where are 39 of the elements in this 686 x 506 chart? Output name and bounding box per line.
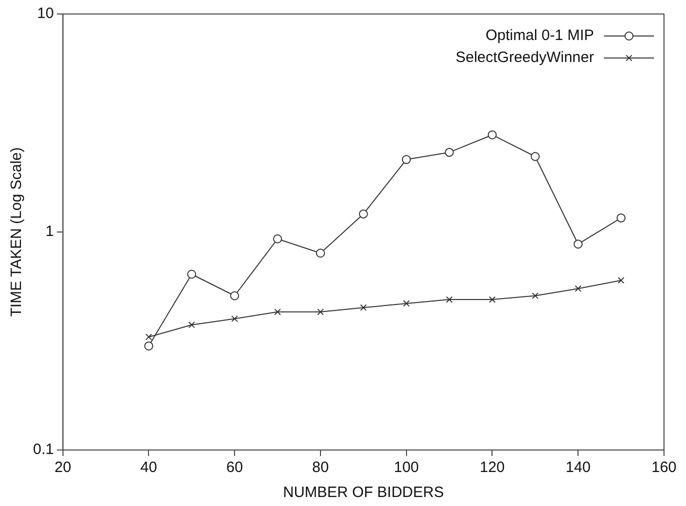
- point: [230, 291, 240, 300]
- y-tick-label: 0.1: [32, 441, 54, 458]
- point: [574, 240, 583, 249]
- point: [530, 152, 540, 161]
- point: [360, 304, 367, 311]
- point: [273, 234, 282, 244]
- point: [488, 130, 497, 140]
- point: [187, 270, 196, 279]
- point: [574, 285, 582, 292]
- point: [444, 148, 454, 157]
- y-tick-label: 1: [46, 223, 54, 240]
- point: [402, 155, 411, 164]
- x-tick-label: 80: [312, 459, 329, 476]
- point: [446, 296, 453, 303]
- y-tick-label: 10: [37, 5, 54, 22]
- point: [618, 277, 624, 284]
- point: [274, 308, 281, 316]
- point: [188, 322, 195, 328]
- x-tick-label: 40: [140, 459, 158, 476]
- legend-label: SelectGreedyWinner: [456, 49, 594, 66]
- point: [231, 315, 238, 322]
- legend-label: Optimal 0-1 MIP: [486, 27, 594, 44]
- x-tick-label: 60: [226, 459, 243, 476]
- x-tick-label: 100: [394, 459, 419, 476]
- x-axis-title: NUMBER OF BIDDERS: [282, 484, 444, 502]
- x-tick-label: 140: [566, 459, 591, 476]
- x-tick-label: 120: [480, 459, 505, 476]
- x-tick-label: 20: [54, 459, 72, 476]
- point: [358, 209, 368, 218]
- point: [145, 334, 152, 340]
- point: [316, 248, 325, 258]
- point: [616, 213, 626, 222]
- point: [144, 341, 154, 350]
- point: [488, 296, 496, 303]
- point: [532, 292, 539, 300]
- y-axis-title: TIME TAKEN (Log Scale): [8, 147, 26, 317]
- point: [317, 308, 324, 316]
- x-tick-label: 160: [651, 459, 677, 476]
- point: [403, 300, 410, 307]
